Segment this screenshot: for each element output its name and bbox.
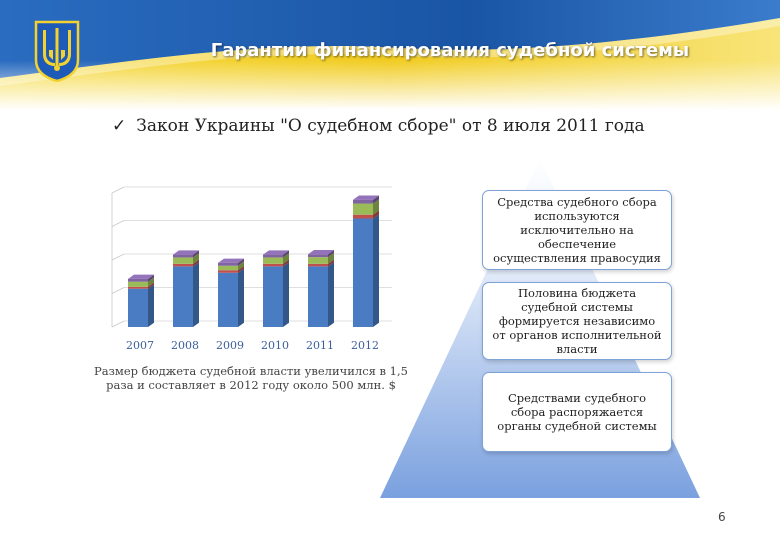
pyramid-box-1: Средства судебного сбора используются ис…	[482, 190, 672, 270]
bar-segment	[218, 272, 238, 327]
x-tick-label: 2012	[351, 339, 379, 352]
bar-segment	[308, 254, 328, 258]
bar-top	[263, 250, 289, 255]
law-bullet: ✓ Закон Украины "О судебном сборе" от 8 и…	[112, 116, 645, 136]
bar-segment	[263, 257, 283, 264]
bar-segment-side	[373, 199, 379, 215]
grid-line	[111, 253, 125, 261]
bar-segment	[263, 263, 283, 267]
bar-segment	[218, 270, 238, 273]
bar-segment-side	[373, 195, 379, 204]
bar-segment-side	[193, 250, 199, 258]
bar-segment	[173, 254, 193, 258]
bar-segment-side	[283, 250, 289, 258]
bar-segment	[218, 262, 238, 266]
bar-segment-side	[193, 262, 199, 327]
bar-segment	[353, 203, 373, 215]
bar-top	[308, 250, 334, 255]
bar-segment	[173, 266, 193, 327]
bar-segment	[263, 266, 283, 327]
law-bullet-text: Закон Украины "О судебном сборе" от 8 ию…	[136, 116, 645, 136]
bar-segment-side	[373, 210, 379, 219]
pyramid-box-3: Средствами судебного сбора распоряжается…	[482, 372, 672, 452]
bar-segment-side	[238, 268, 244, 327]
bar-segment-side	[283, 262, 289, 327]
bar-segment-side	[148, 277, 154, 287]
bar-segment	[308, 263, 328, 267]
x-tick-label: 2011	[306, 339, 334, 352]
x-tick-label: 2007	[126, 339, 154, 352]
ukraine-trident-icon	[34, 20, 80, 82]
bar-segment-side	[148, 284, 154, 327]
bar-segment	[173, 257, 193, 264]
grid-line	[111, 220, 125, 227]
chart-caption: Размер бюджета судебной власти увеличилс…	[94, 364, 408, 392]
bar-segment-side	[328, 259, 334, 267]
bar-top	[353, 195, 379, 200]
bar-segment	[308, 266, 328, 327]
bar-segment-side	[283, 259, 289, 267]
bar-segment	[218, 265, 238, 271]
bar-segment-side	[238, 258, 244, 266]
budget-bar-chart: 2007 2008 2009 2010 2011 2012	[111, 186, 392, 352]
bar-top	[218, 258, 244, 263]
bar-segment	[353, 199, 373, 204]
page-title: Гарантии финансирования судебной системы	[210, 40, 690, 61]
bar-segment-side	[148, 274, 154, 282]
bar-segment	[128, 286, 148, 289]
bar-segment	[263, 254, 283, 258]
bar-segment-side	[193, 253, 199, 264]
bar-segment-side	[283, 253, 289, 264]
x-tick-label: 2010	[261, 339, 289, 352]
bar-segment-side	[328, 250, 334, 258]
bar-segment	[353, 214, 373, 219]
x-tick-label: 2008	[171, 339, 199, 352]
bar-segment-side	[328, 252, 334, 264]
bar-top	[128, 274, 154, 279]
bar-segment	[308, 257, 328, 264]
bar-segment	[353, 218, 373, 327]
bar-segment	[128, 288, 148, 327]
header-banner	[0, 0, 780, 110]
grid-line	[111, 186, 125, 194]
bar-segment	[128, 281, 148, 287]
bar-segment	[173, 263, 193, 267]
bar-segment	[128, 278, 148, 282]
bar-segment-side	[148, 282, 154, 289]
bar-top	[173, 250, 199, 255]
checkmark-icon: ✓	[112, 116, 127, 136]
grid-line	[111, 320, 125, 328]
pyramid-box-2: Половина бюджета судебной системы формир…	[482, 282, 672, 360]
page-number: 6	[718, 510, 726, 524]
bar-segment-side	[373, 214, 379, 327]
grid-line	[111, 287, 125, 294]
bar-segment-side	[238, 266, 244, 273]
bar-segment-side	[193, 259, 199, 267]
bar-segment-side	[328, 262, 334, 327]
bar-segment-side	[238, 261, 244, 271]
x-tick-label: 2009	[216, 339, 244, 352]
